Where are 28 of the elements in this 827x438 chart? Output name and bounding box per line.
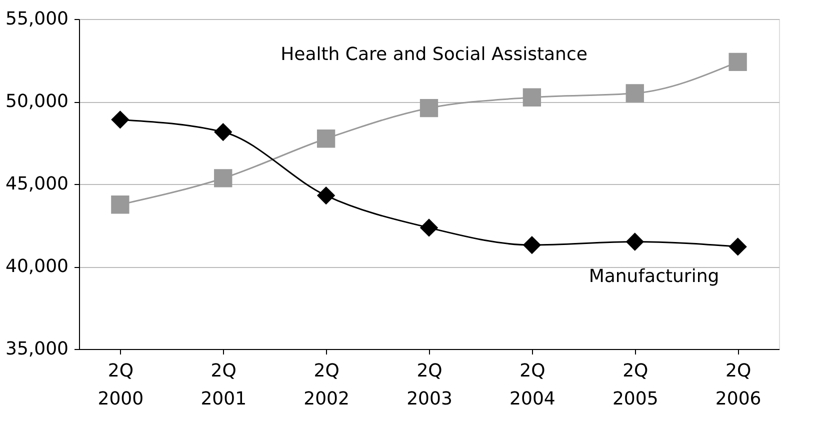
point: [626, 232, 644, 251]
point: [420, 99, 438, 118]
point: [316, 186, 336, 205]
point: [214, 169, 232, 188]
series-label: Health Care and Social Assistance: [280, 44, 588, 65]
y-tick-label: 35,000: [6, 338, 68, 360]
point: [111, 196, 130, 214]
x-tick-label: 2Q 2003: [406, 360, 452, 410]
point: [522, 236, 542, 254]
y-tick-label: 45,000: [6, 174, 68, 194]
point: [111, 110, 130, 129]
y-tick-label: 55,000: [6, 8, 68, 30]
point: [522, 88, 542, 106]
x-tick-label: 2Q 2004: [510, 360, 556, 410]
point: [420, 218, 438, 237]
series-label: Manufacturing: [588, 266, 720, 287]
x-tick-label: 2Q 2002: [304, 360, 350, 410]
y-tick-label: 50,000: [6, 91, 68, 112]
point: [316, 130, 336, 148]
x-tick-label: 2Q 2005: [612, 360, 658, 410]
point: [728, 52, 747, 71]
point: [728, 238, 747, 256]
point: [626, 84, 644, 102]
point: [214, 122, 232, 142]
x-tick-label: 2Q 2006: [715, 360, 762, 410]
x-tick-label: 2Q 2000: [98, 360, 144, 410]
x-tick-label: 2Q 2001: [200, 360, 247, 410]
y-tick-label: 40,000: [6, 256, 68, 277]
